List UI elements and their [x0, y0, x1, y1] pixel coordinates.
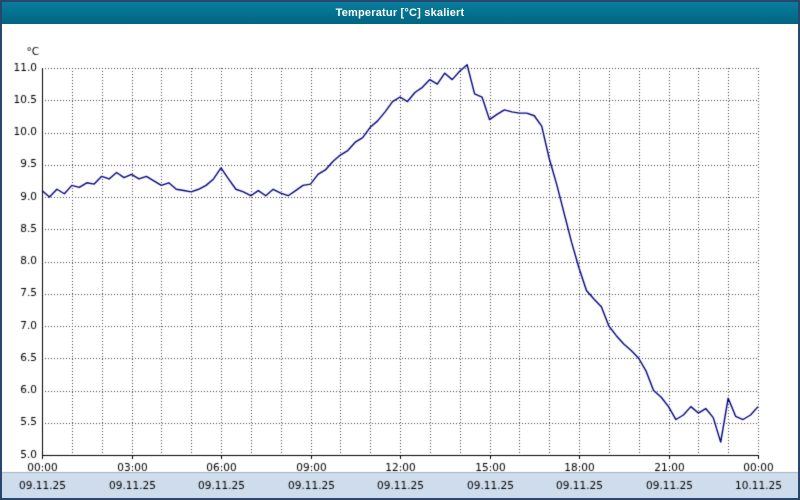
chart-area	[2, 24, 798, 498]
temperature-chart-canvas	[2, 24, 798, 498]
window-title: Temperatur [°C] skaliert	[2, 2, 798, 24]
